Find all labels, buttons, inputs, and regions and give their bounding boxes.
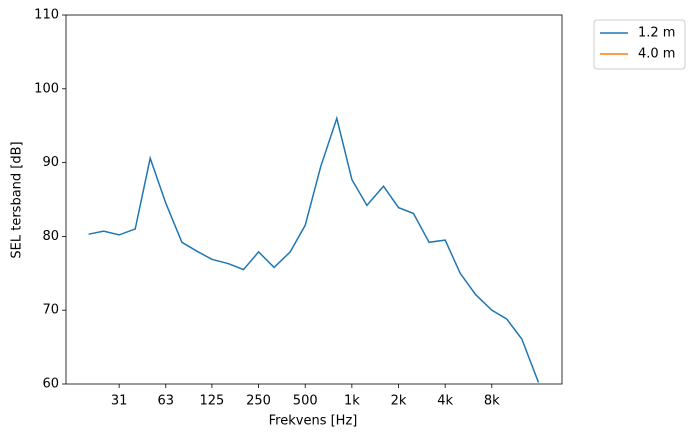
x-tick-label: 1k (344, 394, 360, 409)
x-tick-label: 4k (437, 394, 453, 409)
x-tick-label: 250 (246, 394, 271, 409)
y-tick-label: 60 (42, 377, 59, 392)
x-tick-label: 500 (293, 394, 318, 409)
x-tick-label: 8k (484, 394, 500, 409)
legend-label: 4.0 m (638, 47, 675, 62)
x-tick-label: 31 (111, 394, 128, 409)
y-tick-label: 70 (42, 303, 59, 318)
legend-label: 1.2 m (638, 26, 675, 41)
x-tick-label: 63 (158, 394, 175, 409)
y-tick-label: 90 (42, 155, 59, 170)
plot-frame (65, 14, 563, 385)
series-line (88, 115, 540, 383)
x-tick-label: 125 (199, 394, 224, 409)
y-tick-label: 100 (34, 81, 59, 96)
x-axis-label: Frekvens [Hz] (269, 414, 358, 429)
y-tick-label: 110 (34, 8, 59, 23)
x-tick-label: 2k (391, 394, 407, 409)
y-tick-label: 80 (42, 229, 59, 244)
y-axis-label: SEL tersband [dB] (10, 141, 25, 258)
